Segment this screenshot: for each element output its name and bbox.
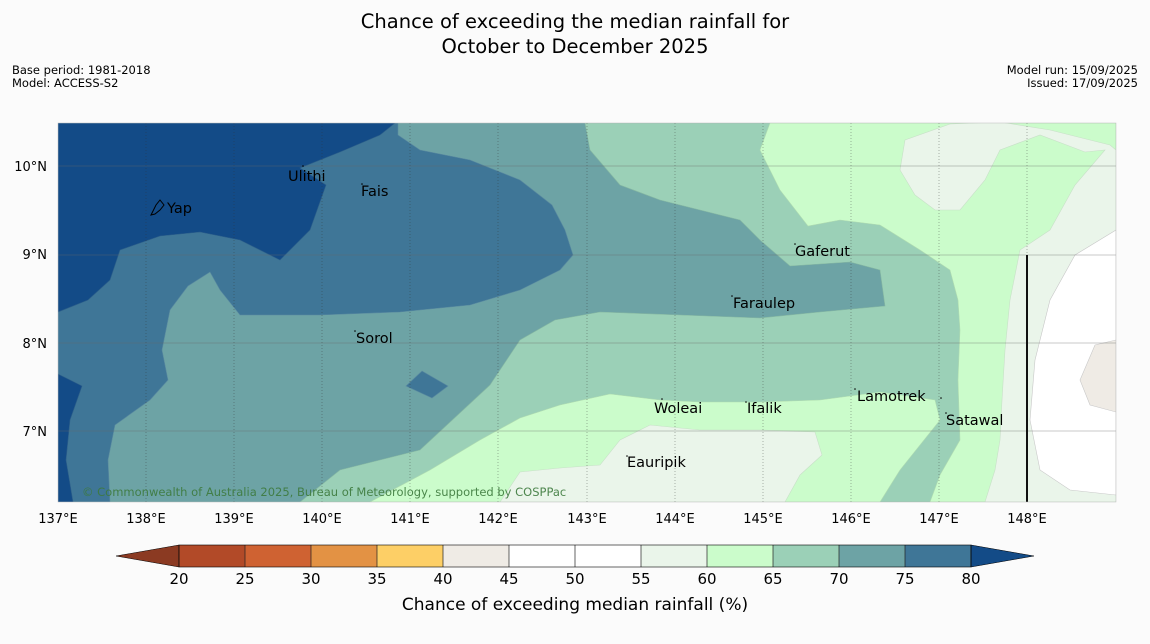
colorbar-bin-20-25: [179, 545, 245, 567]
cb-tick-65: 65: [763, 570, 782, 588]
place-label-ifalik: Ifalik: [747, 401, 782, 417]
cb-tick-45: 45: [499, 570, 518, 588]
band-above-80-northwest: [58, 123, 396, 313]
cb-tick-70: 70: [829, 570, 848, 588]
yap-island-outline: [150, 199, 165, 216]
lat-tick-7n: 7°N: [23, 425, 48, 440]
place-label-eauripik: Eauripik: [627, 455, 686, 471]
cb-tick-75: 75: [895, 570, 914, 588]
colorbar-bin-65-70: [773, 545, 839, 567]
cb-tick-30: 30: [301, 570, 320, 588]
cb-tick-40: 40: [433, 570, 452, 588]
lon-tick-139e: 139°E: [214, 512, 254, 527]
longitude-tick-labels: 137°E 138°E 139°E 140°E 141°E 142°E 143°…: [38, 512, 1047, 527]
band-55-60-south: [499, 424, 823, 502]
lon-tick-142e: 142°E: [478, 512, 518, 527]
cb-tick-20: 20: [169, 570, 188, 588]
colorbar-frame: [178, 544, 972, 568]
cb-tick-55: 55: [631, 570, 650, 588]
colorbar-bin-70-75: [839, 545, 905, 567]
title-line-1: Chance of exceeding the median rainfall …: [360, 10, 790, 33]
colorbar-bin-50-55: [575, 545, 641, 567]
issued-label: Issued: 17/09/2025: [1027, 76, 1138, 90]
lon-tick-141e: 141°E: [390, 512, 430, 527]
colorbar-arrow-left: [115, 544, 180, 568]
lon-tick-140e: 140°E: [302, 512, 342, 527]
lon-tick-148e: 148°E: [1007, 512, 1047, 527]
meta-left: Base period: 1981-2018 Model: ACCESS-S2: [12, 64, 151, 90]
cb-tick-35: 35: [367, 570, 386, 588]
lon-tick-145e: 145°E: [743, 512, 783, 527]
colorbar-bin-45-50: [509, 545, 575, 567]
colorbar-bin-35-40: [377, 545, 443, 567]
island-markers: [302, 165, 947, 457]
colorbar-bin-40-45: [443, 545, 509, 567]
lon-tick-143e: 143°E: [567, 512, 607, 527]
cb-tick-25: 25: [235, 570, 254, 588]
lat-tick-9n: 9°N: [23, 248, 48, 263]
map-credit: © Commonwealth of Australia 2025, Bureau…: [82, 485, 566, 499]
band-50-55-east: [1029, 229, 1116, 496]
model-label: Model: ACCESS-S2: [12, 76, 119, 90]
place-label-fais: Fais: [361, 184, 388, 200]
colorbar-bin-75-80: [905, 545, 971, 567]
latitude-tick-labels: 10°N 9°N 8°N 7°N: [14, 160, 47, 440]
lon-tick-147e: 147°E: [919, 512, 959, 527]
band-75-80-patch: [405, 370, 449, 399]
lat-tick-10n: 10°N: [14, 160, 47, 175]
meta-right: Model run: 15/09/2025 Issued: 17/09/2025: [1007, 64, 1138, 90]
place-label-ulithi: Ulithi: [288, 169, 326, 185]
place-label-gaferut: Gaferut: [795, 244, 850, 260]
lon-tick-138e: 138°E: [126, 512, 166, 527]
colorbar-bin-25-30: [245, 545, 311, 567]
colorbar-bin-60-65: [707, 545, 773, 567]
lon-tick-144e: 144°E: [655, 512, 695, 527]
colorbar-arrow-right: [970, 544, 1035, 568]
model-run-label: Model run: 15/09/2025: [1006, 63, 1138, 77]
band-above-80-southwest: [58, 373, 83, 502]
place-label-sorol: Sorol: [356, 331, 393, 347]
title-line-2: October to December 2025: [441, 35, 709, 58]
lat-tick-8n: 8°N: [23, 337, 48, 352]
place-label-lamotrek: Lamotrek: [857, 389, 926, 405]
colorbar-label: Chance of exceeding median rainfall (%): [402, 595, 748, 615]
colorbar-bin-55-60: [641, 545, 707, 567]
lon-tick-137e: 137°E: [38, 512, 78, 527]
map-frame: [57, 122, 1117, 503]
place-label-satawal: Satawal: [946, 413, 1003, 429]
place-label-woleai: Woleai: [654, 401, 702, 417]
base-period-label: Base period: 1981-2018: [12, 63, 151, 77]
place-labels: Yap Ulithi Fais Gaferut Faraulep Sorol L…: [166, 169, 1003, 471]
lon-tick-146e: 146°E: [831, 512, 871, 527]
latitude-lines: [58, 165, 1116, 432]
cb-tick-80: 80: [961, 570, 980, 588]
colorbar: 20 25 30 35 40 45 50 55 60 65 70 75 80 C…: [115, 544, 1035, 615]
place-label-yap: Yap: [166, 201, 192, 217]
colorbar-dividers: [178, 545, 972, 567]
colorbar-tick-labels: 20 25 30 35 40 45 50 55 60 65 70 75 80: [169, 570, 980, 588]
map-panel: © Commonwealth of Australia 2025, Bureau…: [58, 123, 1116, 502]
cb-tick-60: 60: [697, 570, 716, 588]
band-40-45-east: [1079, 339, 1116, 413]
colorbar-bin-30-35: [311, 545, 377, 567]
map-title: Chance of exceeding the median rainfall …: [0, 9, 1150, 59]
cb-tick-50: 50: [565, 570, 584, 588]
place-label-faraulep: Faraulep: [733, 296, 795, 312]
